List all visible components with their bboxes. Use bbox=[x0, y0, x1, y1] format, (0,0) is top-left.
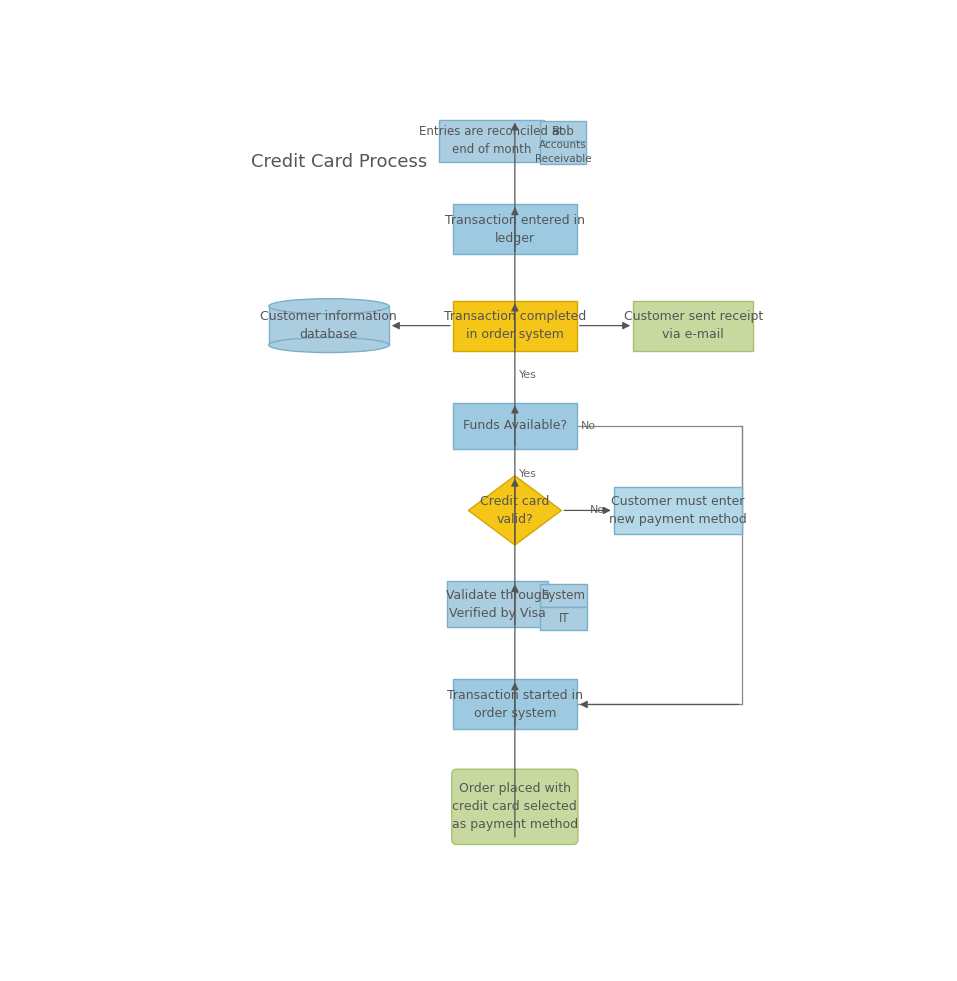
Bar bbox=[453, 204, 577, 254]
Bar bbox=[439, 120, 544, 162]
Text: Customer must enter
new payment method: Customer must enter new payment method bbox=[609, 495, 746, 526]
Bar bbox=[541, 606, 587, 630]
Bar bbox=[613, 488, 742, 534]
Text: Transaction completed
in order system: Transaction completed in order system bbox=[444, 310, 586, 341]
Text: Customer information
database: Customer information database bbox=[260, 310, 397, 341]
Text: No: No bbox=[581, 421, 596, 431]
Text: Credit card
valid?: Credit card valid? bbox=[480, 495, 549, 526]
Ellipse shape bbox=[269, 337, 389, 352]
Text: Transaction entered in
ledger: Transaction entered in ledger bbox=[445, 214, 585, 245]
Text: Yes: Yes bbox=[519, 370, 537, 380]
Text: Bob: Bob bbox=[551, 126, 574, 138]
Bar bbox=[448, 582, 548, 628]
Text: Yes: Yes bbox=[519, 469, 537, 479]
Bar bbox=[453, 402, 577, 449]
Text: Customer sent receipt
via e-mail: Customer sent receipt via e-mail bbox=[624, 310, 763, 341]
Text: Entries are reconciled at
end of month: Entries are reconciled at end of month bbox=[419, 126, 564, 156]
Bar bbox=[634, 300, 753, 350]
Bar bbox=[453, 300, 577, 350]
Text: System: System bbox=[542, 589, 586, 601]
Bar bbox=[541, 584, 587, 606]
Polygon shape bbox=[468, 476, 562, 545]
Text: Credit Card Process: Credit Card Process bbox=[252, 153, 428, 172]
Bar bbox=[540, 122, 587, 142]
Text: Accounts
Receivable: Accounts Receivable bbox=[535, 140, 591, 165]
Text: Funds Available?: Funds Available? bbox=[463, 419, 567, 433]
Text: Transaction started in
order system: Transaction started in order system bbox=[447, 689, 583, 720]
Text: IT: IT bbox=[558, 612, 569, 625]
Bar bbox=[453, 680, 577, 730]
Bar bbox=[269, 306, 389, 345]
Text: Validate through
Verified by Visa: Validate through Verified by Visa bbox=[446, 589, 549, 620]
Text: Order placed with
credit card selected
as payment method: Order placed with credit card selected a… bbox=[452, 783, 578, 831]
Bar bbox=[540, 141, 587, 164]
Ellipse shape bbox=[269, 298, 389, 314]
FancyBboxPatch shape bbox=[452, 769, 578, 845]
Text: No: No bbox=[590, 505, 605, 515]
